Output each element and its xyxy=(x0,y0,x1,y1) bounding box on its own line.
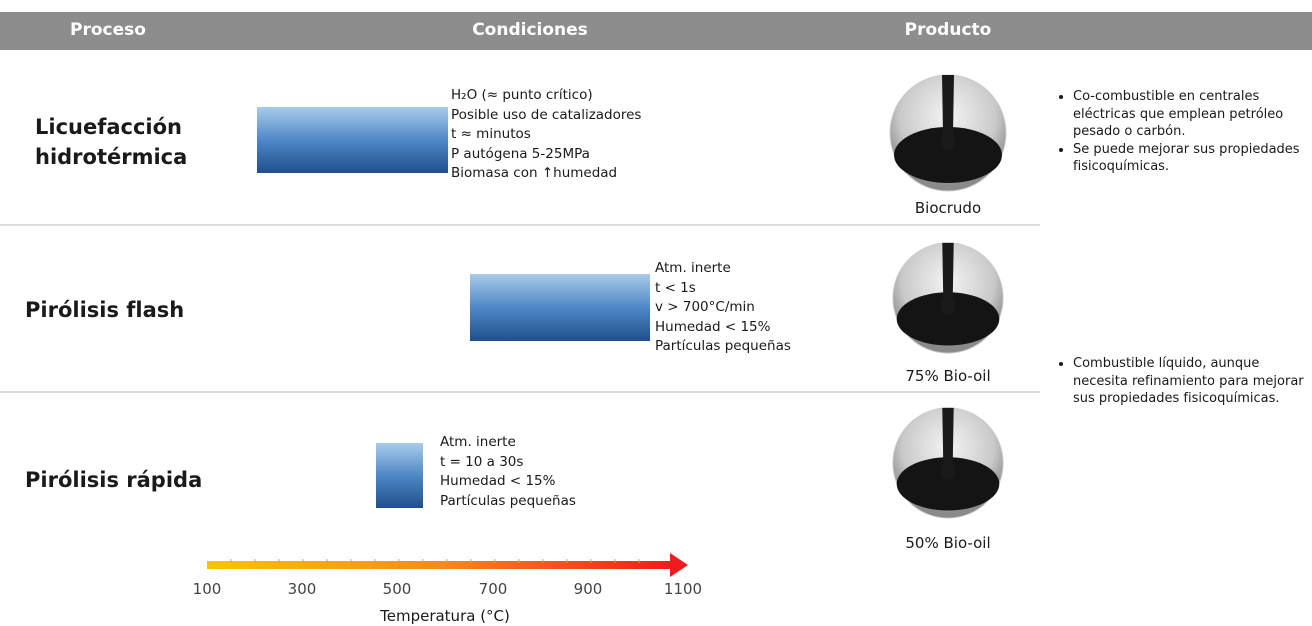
temperature-range-bar xyxy=(376,443,423,508)
process-line: Licuefacción xyxy=(35,115,182,139)
axis-label: Temperatura (°C) xyxy=(380,607,510,625)
axis-tick-label: 1100 xyxy=(663,580,703,598)
axis-tick-label: 900 xyxy=(573,580,603,598)
arrow-ticks xyxy=(230,559,640,563)
condition: t ≈ minutos xyxy=(451,126,531,142)
axis-tick-label: 300 xyxy=(287,580,317,598)
process-line: Pirólisis rápida xyxy=(25,468,203,492)
condition: Partículas pequeñas xyxy=(655,338,791,354)
process-name: Pirólisis rápida xyxy=(25,465,202,495)
process-line: hidrotérmica xyxy=(35,145,188,169)
condition: H₂O (≈ punto crítico) xyxy=(451,87,593,103)
condition: t < 1s xyxy=(655,279,696,296)
temperature-arrow-head xyxy=(670,553,688,577)
temperature-arrow xyxy=(207,561,672,569)
product-label: 50% Bio-oil xyxy=(905,534,991,552)
product-label: Biocrudo xyxy=(914,199,982,217)
conditions: Atm. inerte t < 1s v > 700°C/min Humedad… xyxy=(655,259,791,357)
axis-tick-label: 100 xyxy=(192,580,222,598)
temperature-range-bar xyxy=(470,274,650,341)
header-producto: Producto xyxy=(904,20,992,40)
application: Co-combustible en centrales eléctricas q… xyxy=(1073,88,1312,141)
header-condiciones: Condiciones xyxy=(472,20,588,40)
condition: Partículas pequeñas xyxy=(440,492,576,509)
temperature-range-bar xyxy=(257,107,448,173)
application: Combustible líquido, aunque necesita ref… xyxy=(1073,355,1312,408)
applications: Combustible líquido, aunque necesita ref… xyxy=(1055,355,1312,408)
condition: Humedad < 15% xyxy=(440,473,556,489)
axis-tick-label: 500 xyxy=(382,580,412,598)
product-image xyxy=(892,407,1004,519)
condition: t = 10 a 30s xyxy=(440,453,524,470)
condition: Biomasa con ↑humedad xyxy=(451,165,618,181)
product-image xyxy=(892,242,1004,354)
condition: v > 700°C/min xyxy=(655,299,755,315)
axis-tick-label: 700 xyxy=(478,580,508,598)
header-proceso: Proceso xyxy=(70,20,146,40)
conditions: H₂O (≈ punto crítico) Posible uso de cat… xyxy=(451,86,641,184)
header-bar xyxy=(0,12,1312,50)
product-image xyxy=(889,74,1007,192)
process-line: Pirólisis flash xyxy=(25,298,185,322)
condition: Atm. inerte xyxy=(655,260,731,276)
condition: Atm. inerte xyxy=(440,434,516,450)
condition: Humedad < 15% xyxy=(655,318,771,335)
application: Se puede mejorar sus propiedades fisicoq… xyxy=(1073,141,1312,176)
applications: Co-combustible en centrales eléctricas q… xyxy=(1055,88,1312,176)
product-label: 75% Bio-oil xyxy=(905,367,991,385)
conditions: Atm. inerte t = 10 a 30s Humedad < 15% P… xyxy=(440,433,576,511)
process-name: Pirólisis flash xyxy=(25,295,184,325)
process-name: Licuefacción hidrotérmica xyxy=(35,112,187,172)
condition: Posible uso de catalizadores xyxy=(451,106,642,123)
condition: P autógena 5-25MPa xyxy=(451,145,590,162)
